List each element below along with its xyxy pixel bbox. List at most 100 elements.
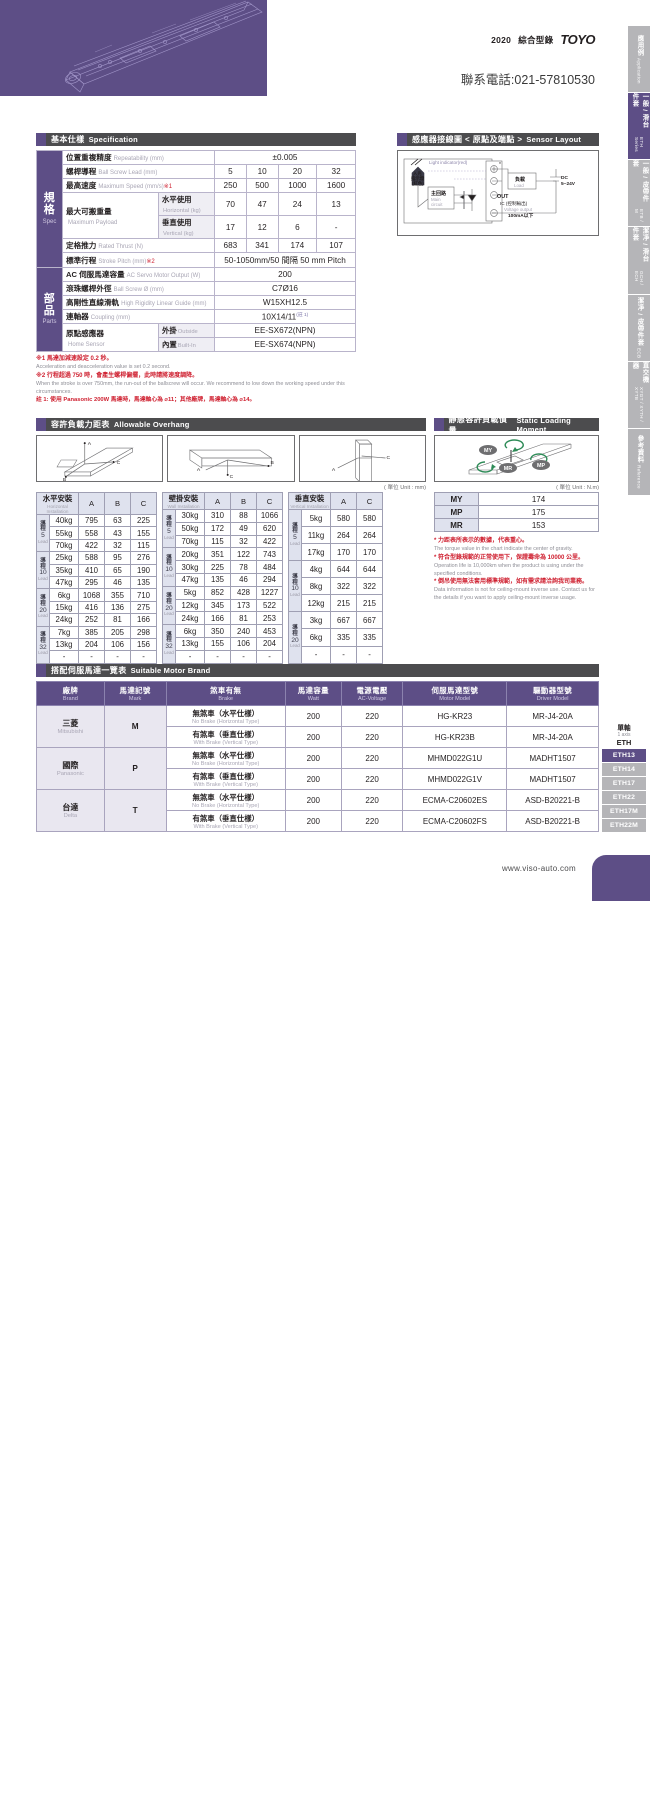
table-row: 導程 20 Lead 3kg 667 667 <box>288 611 383 664</box>
model-selector-sidebar[interactable]: 單軸 1 axis ETH ETH13 ETH14 ETH17 ETH22 ET… <box>602 722 646 833</box>
row-label-en: Coupling (mm) <box>90 315 131 321</box>
section-tab-strip[interactable]: 應用例 Application 一般 / 滑台件套 ETH Series 一般 … <box>628 26 650 496</box>
value-b: 428 <box>230 585 257 600</box>
payload-value: 13kg <box>175 636 205 651</box>
table-row: 70kg 422 32 115 <box>37 538 157 553</box>
table-title-en: Wall Installation <box>167 504 200 509</box>
payload-value: 17kg <box>301 543 331 562</box>
side-tab-reference[interactable]: 參考資料 Reference <box>628 428 650 496</box>
model-item-eth17m[interactable]: ETH17M <box>602 805 646 818</box>
svg-text:入光: 入光 <box>412 170 422 177</box>
wall-mount-figure: A C B <box>167 435 295 482</box>
value-a: 345 <box>204 598 231 613</box>
static-loading-section: 靜態容許負載慣量 Static Loading Moment <box>434 415 599 603</box>
row-label-cn: 滾珠螺桿外徑 <box>66 284 112 293</box>
row-label-cn: 定格推力 <box>66 241 97 250</box>
spec-group-parts: 部品 Parts <box>36 267 63 352</box>
lead-label-en: Lead <box>38 576 48 582</box>
column-header-a: A <box>330 492 357 510</box>
driver-model-value: ASD-B20221-B <box>506 810 599 832</box>
voltage-value: 220 <box>340 810 404 832</box>
model-item-eth13[interactable]: ETH13 <box>602 749 646 762</box>
spec-value: 17 <box>214 215 247 239</box>
col-brake: 煞車有無 Brake <box>165 681 286 706</box>
motor-model-value: ECMA-C20602FS <box>402 810 508 832</box>
side-tab-xy-series[interactable]: 直交機器 XYGT / XYTH / XYTB <box>628 361 650 429</box>
side-tab-etb-m[interactable]: 一般 / 皮帶件套 ETB / M <box>628 160 650 228</box>
svg-text:負載: 負載 <box>515 176 525 183</box>
moment-value: 174 <box>478 492 599 506</box>
lead-label-cn: 導程 <box>166 516 172 529</box>
table-row: 導程 10 Lead 4kg 644 644 <box>288 560 383 613</box>
lead-value: 5 <box>41 532 45 540</box>
model-item-eth22[interactable]: ETH22 <box>602 791 646 804</box>
motor-brand-section: 搭配伺服馬達一覽表 Suitable Motor Brand 廠牌 Brand 馬… <box>36 664 599 832</box>
table-row: 70kg 115 32 422 <box>163 534 283 549</box>
model-item-eth17[interactable]: ETH17 <box>602 777 646 790</box>
table-row: 規格 Spec 位置重複精度 Repeatability (mm) ±0.005 <box>36 150 356 268</box>
side-tab-ecb[interactable]: 潔凈 / 皮帶件套 ECB <box>628 294 650 362</box>
svg-text:(紅色): (紅色) <box>412 180 424 187</box>
driver-model-value: MADHT1507 <box>506 747 599 769</box>
value-c: 170 <box>356 543 383 562</box>
value-b: 49 <box>230 521 257 536</box>
value-a: 310 <box>204 509 231 523</box>
lead-label-cn: 導程 <box>292 573 298 586</box>
spec-value: EE-SX672(NPN) <box>214 323 356 338</box>
value-b: 65 <box>104 563 131 577</box>
spec-value: 500 <box>245 178 279 193</box>
table-row: 導程 32 Lead 6kg 350 240 453 <box>162 624 283 664</box>
table-title-cn: 水平安裝 <box>42 494 73 503</box>
moment-label-mp: MP <box>537 463 545 469</box>
table-row: 導程 32 Lead 7kg 385 205 298 <box>36 625 157 664</box>
side-tab-label-en: ECB <box>636 347 642 359</box>
static-notes: * 力距表所表示的數據，代表重心。 The torque value in th… <box>434 537 599 603</box>
table-row: 11kg 264 264 <box>289 526 383 545</box>
sensor-layout-section: 感應器接線圖 < 原點及端點 > Sensor Layout <box>397 133 599 236</box>
payload-value: 24kg <box>175 611 205 626</box>
brake-type: 無煞車（水平仕樣） No Brake (Horizontal Type) <box>165 747 286 769</box>
spec-value: 1600 <box>316 178 356 193</box>
value-c: 215 <box>356 594 383 613</box>
driver-model-value: MR-J4-20A <box>506 705 599 727</box>
lead-value: 5 <box>167 527 171 535</box>
side-tab-label-cn: 應用例 <box>636 34 643 56</box>
spec-row-label: 標準行程 Stroke Pitch (mm)※2 <box>62 252 215 268</box>
value-c: 1227 <box>256 585 283 600</box>
lead-label-cn: 導程 <box>166 631 172 644</box>
horizontal-mount-figure: A B C <box>36 435 164 483</box>
spec-row-label: 最高速度 Maximum Speed (mm/s)※1 <box>62 178 215 193</box>
value-c: 204 <box>256 636 283 651</box>
brand-mark: M <box>103 705 167 748</box>
row-label-cn: 原點感應器 <box>66 328 104 338</box>
side-tab-label-en: Application <box>636 57 642 84</box>
table-row: 12kg 215 215 <box>289 594 383 613</box>
lead-group-5: 導程 5 Lead <box>288 508 302 562</box>
value-b: 205 <box>104 625 131 639</box>
footer-website-url[interactable]: www.viso-auto.com <box>501 864 576 873</box>
table-row: - - - - <box>163 649 283 664</box>
model-item-eth22m[interactable]: ETH22M <box>602 819 646 832</box>
side-tab-application[interactable]: 應用例 Application <box>628 26 650 94</box>
value-a: 416 <box>78 600 105 615</box>
value-a: 422 <box>78 538 105 553</box>
group-label-cn: 部品 <box>43 292 56 317</box>
payload-value: 30kg <box>175 560 205 574</box>
side-tab-eth-series[interactable]: 一般 / 滑台件套 ETH Series <box>628 93 650 161</box>
motor-model-value: HG-KR23B <box>402 726 508 748</box>
static-moment-figure: MY MR MP <box>434 435 599 482</box>
value-c: 225 <box>130 513 157 528</box>
lead-group-20: 導程 20 Lead <box>288 611 302 664</box>
table-title-en: Horizontal Installation <box>46 504 69 514</box>
static-title-en: Static Loading Moment <box>516 415 571 434</box>
lead-label-en: Lead <box>290 592 300 598</box>
side-tab-gch-ech[interactable]: 潔凈 / 滑台件套 GCH / ECH <box>628 227 650 295</box>
brand-mitsubishi: 三菱 Mitsubishi <box>36 705 105 748</box>
static-note-3-cn: * 倒吊使用無法套用標準規範，如有需求請洽詢我司業務。 <box>434 579 589 586</box>
spec-title-en: Specification <box>88 135 138 144</box>
spec-value: 683 <box>214 238 247 253</box>
table-row: 導程 20 Lead 5kg 852 428 1227 <box>162 585 283 626</box>
static-unit-label: ( 單位 Unit : N.m) <box>556 485 599 491</box>
model-item-eth14[interactable]: ETH14 <box>602 763 646 776</box>
svg-text:A: A <box>197 467 201 473</box>
